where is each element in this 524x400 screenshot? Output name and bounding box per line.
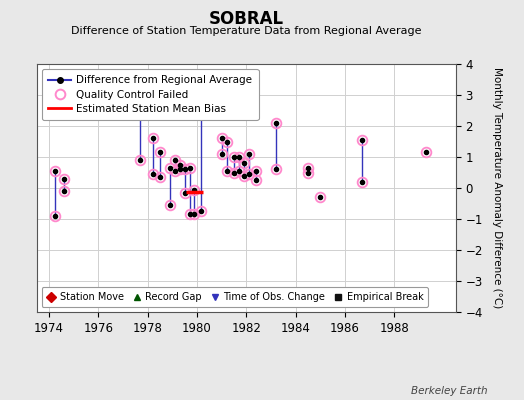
Legend: Station Move, Record Gap, Time of Obs. Change, Empirical Break: Station Move, Record Gap, Time of Obs. C…	[41, 288, 428, 307]
Text: Berkeley Earth: Berkeley Earth	[411, 386, 487, 396]
Text: Difference of Station Temperature Data from Regional Average: Difference of Station Temperature Data f…	[71, 26, 421, 36]
Text: SOBRAL: SOBRAL	[209, 10, 284, 28]
Y-axis label: Monthly Temperature Anomaly Difference (°C): Monthly Temperature Anomaly Difference (…	[493, 67, 503, 309]
